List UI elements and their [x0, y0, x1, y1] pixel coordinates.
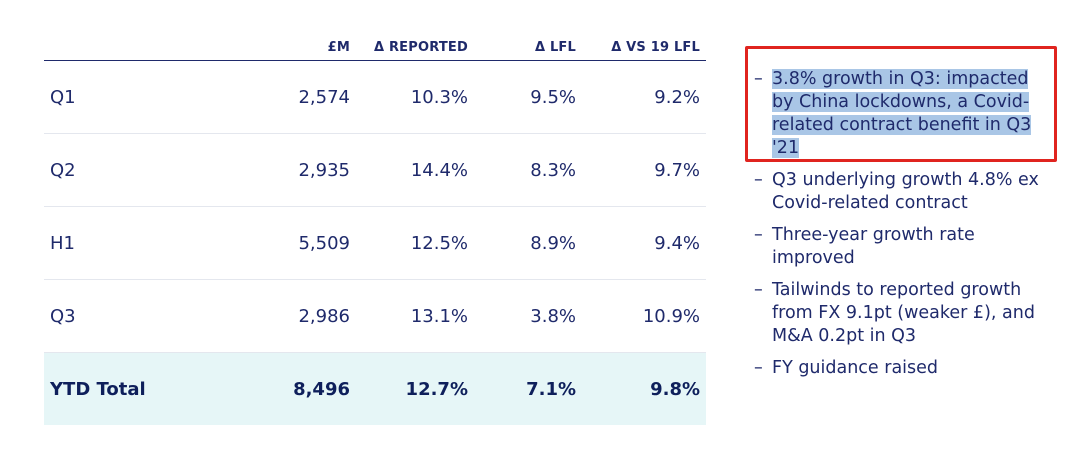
cell-lfl: 8.3%: [530, 160, 576, 181]
results-table: £M Δ REPORTED Δ LFL Δ VS 19 LFL Q1 2,574…: [44, 40, 706, 425]
bullet-dash: –: [754, 69, 763, 89]
header-vs19-lfl: Δ VS 19 LFL: [611, 40, 700, 55]
row-label: Q3: [50, 306, 76, 327]
header-gbp-m: £M: [327, 40, 350, 55]
total-vs19-lfl: 9.8%: [650, 379, 700, 400]
bullet-item: – Q3 underlying growth 4.8% ex Covid-rel…: [754, 169, 1054, 215]
row-label: Q2: [50, 160, 76, 181]
total-label: YTD Total: [50, 379, 146, 400]
bullet-dash: –: [754, 280, 763, 300]
row-label: Q1: [50, 87, 76, 108]
commentary-bullets: – 3.8% growth in Q3: impacted by China l…: [754, 68, 1054, 389]
cell-reported: 12.5%: [410, 233, 468, 254]
table-row: Q1 2,574 10.3% 9.5% 9.2%: [44, 61, 706, 134]
total-lfl: 7.1%: [526, 379, 576, 400]
cell-gbp-m: 2,986: [298, 306, 350, 327]
table-row: Q3 2,986 13.1% 3.8% 10.9%: [44, 280, 706, 353]
total-gbp-m: 8,496: [293, 379, 350, 400]
bullet-item: – FY guidance raised: [754, 357, 1054, 380]
cell-gbp-m: 2,935: [298, 160, 350, 181]
bullet-text: FY guidance raised: [772, 358, 939, 378]
bullet-item: – Three-year growth rate improved: [754, 224, 1054, 270]
cell-reported: 10.3%: [410, 87, 468, 108]
total-row: YTD Total 8,496 12.7% 7.1% 9.8%: [44, 353, 706, 425]
annotation-box: [745, 46, 1057, 162]
bullet-text: Three-year growth rate improved: [772, 225, 975, 268]
bullet-dash: –: [754, 170, 763, 190]
header-lfl: Δ LFL: [534, 40, 576, 55]
bullet-dash: –: [754, 225, 763, 245]
cell-lfl: 9.5%: [530, 87, 576, 108]
cell-vs19-lfl: 10.9%: [642, 306, 700, 327]
cell-vs19-lfl: 9.7%: [654, 160, 700, 181]
cell-vs19-lfl: 9.2%: [654, 87, 700, 108]
cell-reported: 13.1%: [410, 306, 468, 327]
table-row: Q2 2,935 14.4% 8.3% 9.7%: [44, 134, 706, 207]
bullet-text: Tailwinds to reported growth from FX 9.1…: [772, 280, 1035, 346]
header-reported: Δ REPORTED: [373, 40, 468, 55]
cell-lfl: 8.9%: [530, 233, 576, 254]
cell-gbp-m: 5,509: [298, 233, 350, 254]
cell-reported: 14.4%: [410, 160, 468, 181]
row-label: H1: [50, 233, 75, 254]
cell-vs19-lfl: 9.4%: [654, 233, 700, 254]
total-reported: 12.7%: [405, 379, 468, 400]
cell-gbp-m: 2,574: [298, 87, 350, 108]
bullet-text: Q3 underlying growth 4.8% ex Covid-relat…: [772, 170, 1039, 213]
cell-lfl: 3.8%: [530, 306, 576, 327]
bullet-dash: –: [754, 358, 763, 378]
bullet-item: – 3.8% growth in Q3: impacted by China l…: [754, 68, 1054, 160]
table-header: £M Δ REPORTED Δ LFL Δ VS 19 LFL: [44, 40, 706, 61]
bullet-item: – Tailwinds to reported growth from FX 9…: [754, 279, 1054, 348]
table-row: H1 5,509 12.5% 8.9% 9.4%: [44, 207, 706, 280]
